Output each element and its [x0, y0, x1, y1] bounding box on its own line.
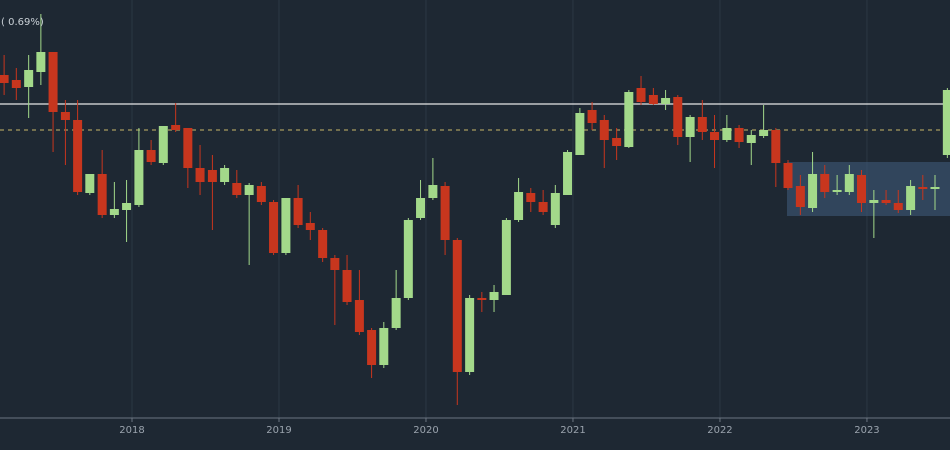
candle-body — [685, 117, 695, 137]
candle-body — [599, 120, 609, 140]
candle-body — [942, 90, 950, 155]
annotation: ( 0.69%) — [1, 17, 44, 28]
candle-body — [109, 209, 119, 215]
candle-body — [734, 128, 744, 142]
candle-body — [648, 95, 658, 104]
candle-body — [416, 198, 426, 218]
candle-body — [673, 97, 683, 137]
x-tick-label: 2020 — [413, 425, 438, 436]
candle-body — [624, 92, 634, 147]
candle-body — [869, 200, 879, 203]
candle-body — [526, 193, 536, 202]
candle-body — [661, 98, 671, 104]
candle-body — [158, 126, 168, 163]
candle-body — [281, 198, 291, 253]
candle-body — [171, 125, 181, 130]
candle-body — [354, 300, 364, 332]
candle-body — [746, 135, 756, 143]
candle-body — [220, 168, 230, 182]
candle-body — [771, 130, 781, 163]
candle-body — [759, 130, 769, 136]
candle-body — [930, 187, 940, 189]
candle-body — [550, 193, 560, 225]
candle-body — [183, 128, 193, 168]
candle-body — [146, 150, 156, 162]
candle-body — [207, 170, 217, 182]
candle-body — [710, 132, 720, 140]
candle-body — [428, 185, 438, 198]
candle-body — [538, 202, 548, 212]
candle-body — [881, 200, 891, 203]
candle-body — [85, 174, 95, 193]
candle-body — [379, 328, 389, 365]
candle-body — [293, 198, 303, 225]
candle-body — [820, 174, 830, 192]
candle-body — [73, 120, 83, 192]
candle-body — [24, 70, 34, 87]
candle-body — [97, 174, 107, 215]
candle-body — [122, 203, 132, 210]
candle-body — [477, 298, 487, 300]
candle-body — [48, 52, 58, 112]
candle-body — [134, 150, 144, 205]
candle-body — [269, 202, 279, 253]
candle-body — [0, 75, 9, 83]
candle-body — [563, 152, 573, 195]
candle-body — [783, 163, 793, 188]
x-tick-label: 2021 — [560, 425, 585, 436]
x-tick-label: 2023 — [854, 425, 879, 436]
candle-body — [330, 258, 340, 270]
candle-body — [195, 168, 205, 182]
candle-body — [11, 80, 21, 88]
candle-body — [318, 230, 328, 258]
candle-body — [906, 186, 916, 210]
candle-body — [305, 223, 315, 230]
candle-body — [636, 88, 646, 102]
candle-body — [244, 185, 254, 195]
candle-body — [256, 186, 266, 202]
x-tick-label: 2018 — [119, 425, 144, 436]
candle-body — [452, 240, 462, 372]
candle-body — [60, 112, 70, 120]
candle-body — [832, 190, 842, 192]
candle-body — [893, 203, 903, 210]
candle-body — [367, 330, 377, 365]
candle-body — [232, 183, 242, 195]
candle-body — [440, 186, 450, 240]
candle-body — [514, 192, 524, 220]
candle-body — [844, 174, 854, 192]
candle-body — [36, 52, 46, 72]
candle-body — [587, 110, 597, 123]
candle-body — [575, 113, 585, 155]
candle-body — [465, 298, 475, 372]
candle-body — [489, 292, 499, 300]
x-tick-label: 2022 — [707, 425, 732, 436]
x-tick-label: 2019 — [266, 425, 291, 436]
candle-body — [391, 298, 401, 328]
candle-body — [722, 128, 732, 140]
candle-body — [403, 220, 413, 298]
candle-body — [501, 220, 511, 295]
candle-body — [808, 174, 818, 208]
candle-body — [857, 175, 867, 203]
candle-body — [612, 138, 622, 146]
candle-body — [342, 270, 352, 302]
candle-body — [918, 187, 928, 189]
candle-body — [697, 117, 707, 132]
candle-body — [795, 186, 805, 207]
